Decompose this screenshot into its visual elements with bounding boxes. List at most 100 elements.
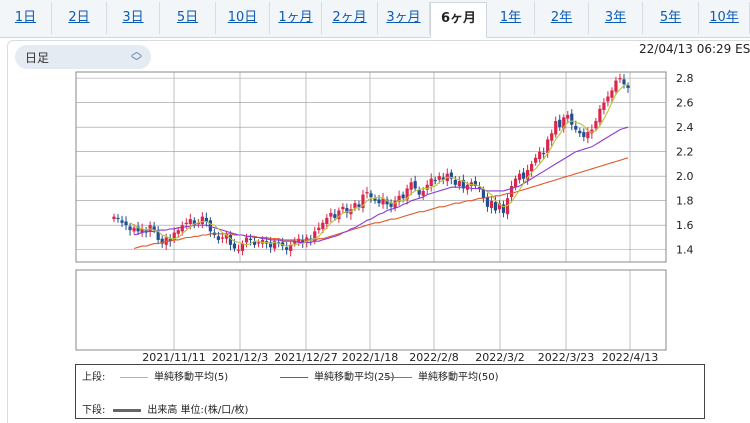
candle-body bbox=[373, 198, 377, 201]
candle-body bbox=[437, 176, 441, 180]
candle-body bbox=[501, 204, 506, 213]
x-tick-label: 2021/12/27 bbox=[274, 351, 337, 364]
legend-ma25-line bbox=[280, 376, 308, 378]
x-tick-label: 2021/11/11 bbox=[142, 351, 205, 364]
candle-body bbox=[405, 188, 409, 200]
x-tick-label: 2022/3/23 bbox=[538, 351, 594, 364]
tab-label: 10日 bbox=[227, 10, 258, 25]
legend-volume-label: 出来高 単位:(株/口/枚) bbox=[147, 405, 249, 416]
tab-11[interactable]: 3年 bbox=[589, 2, 643, 34]
candle-body bbox=[285, 247, 289, 250]
candle-body bbox=[116, 217, 120, 220]
y-tick-label: 2.6 bbox=[676, 97, 694, 110]
candle-body bbox=[413, 181, 417, 189]
tab-9[interactable]: 1年 bbox=[487, 2, 535, 34]
tab-6[interactable]: 2ヶ月 bbox=[322, 2, 378, 34]
tab-label: 3年 bbox=[604, 10, 627, 25]
legend-lower: 下段: 出来高 単位:(株/口/枚) bbox=[82, 401, 248, 416]
tab-label: 6ヶ月 bbox=[440, 11, 477, 26]
chart-panel bbox=[7, 40, 750, 423]
candle-body bbox=[473, 181, 478, 186]
candle-body bbox=[570, 113, 574, 125]
candle-body bbox=[353, 203, 357, 209]
candle-body bbox=[546, 139, 550, 153]
candle-body bbox=[417, 189, 421, 195]
legend-ma5-label: 単純移動平均(5) bbox=[154, 372, 229, 383]
candle-body bbox=[321, 222, 325, 229]
tab-0[interactable]: 1日 bbox=[0, 2, 52, 34]
candle-body bbox=[168, 238, 172, 242]
candle-body bbox=[248, 238, 253, 240]
candle-body bbox=[441, 177, 445, 180]
candle-body bbox=[140, 228, 144, 233]
tab-4[interactable]: 10日 bbox=[216, 2, 270, 34]
tab-label: 1ヶ月 bbox=[278, 10, 313, 25]
candle-body bbox=[453, 179, 457, 185]
tab-2[interactable]: 3日 bbox=[107, 2, 160, 34]
candle-body bbox=[554, 121, 558, 135]
candle-body bbox=[397, 195, 401, 202]
candle-body bbox=[574, 125, 578, 130]
candle-body bbox=[497, 203, 502, 210]
tab-label: 10年 bbox=[709, 10, 739, 25]
candle-body bbox=[381, 198, 385, 205]
tab-label: 5日 bbox=[176, 10, 199, 25]
candle-body bbox=[602, 102, 606, 110]
tab-12[interactable]: 5年 bbox=[643, 2, 699, 34]
candle-body bbox=[481, 189, 486, 199]
legend-lower-label: 下段: bbox=[82, 405, 106, 416]
x-tick-label: 2022/1/18 bbox=[342, 351, 398, 364]
tab-label: 2年 bbox=[550, 10, 573, 25]
tab-7[interactable]: 3ヶ月 bbox=[378, 2, 430, 34]
tab-8[interactable]: 6ヶ月 bbox=[430, 2, 487, 38]
candle-body bbox=[293, 241, 297, 244]
candle-body bbox=[457, 181, 461, 186]
legend-ma5: 単純移動平均(5) bbox=[114, 368, 228, 383]
candle-body bbox=[341, 206, 345, 210]
tab-label: 2ヶ月 bbox=[332, 10, 367, 25]
candle-body bbox=[393, 200, 397, 209]
candle-body bbox=[273, 241, 277, 249]
chart-legend: 上段: 単純移動平均(5) 単純移動平均(25) 単純移動平均(50) 下段: 出… bbox=[75, 364, 705, 419]
candle-body bbox=[244, 237, 249, 243]
candle-body bbox=[277, 242, 281, 244]
tab-5[interactable]: 1ヶ月 bbox=[270, 2, 322, 34]
timestamp: 22/04/13 06:29 ES bbox=[639, 42, 750, 56]
legend-ma25-label: 単純移動平均(25) bbox=[314, 372, 395, 383]
price-plot-area bbox=[75, 71, 667, 263]
candle-body bbox=[614, 80, 618, 92]
period-select-label: 日足 bbox=[25, 51, 50, 65]
candle-body bbox=[369, 193, 373, 198]
x-tick-label: 2022/3/2 bbox=[475, 351, 524, 364]
candle-body bbox=[269, 242, 273, 248]
tab-1[interactable]: 2日 bbox=[52, 2, 107, 34]
candle-body bbox=[513, 178, 518, 188]
candle-body bbox=[534, 157, 538, 163]
candle-body bbox=[566, 114, 570, 119]
ma5-line bbox=[129, 83, 629, 247]
candle-body bbox=[120, 220, 124, 223]
y-tick-label: 2.2 bbox=[676, 146, 694, 159]
candle-body bbox=[526, 170, 530, 180]
candle-body bbox=[184, 222, 188, 224]
x-tick-label: 2021/12/3 bbox=[212, 351, 268, 364]
candle-body bbox=[357, 204, 361, 207]
candle-body bbox=[224, 233, 229, 239]
candle-body bbox=[252, 241, 257, 245]
legend-ma25: 単純移動平均(25) bbox=[274, 368, 395, 383]
candle-body bbox=[196, 222, 200, 224]
candle-body bbox=[582, 132, 586, 137]
candle-body bbox=[136, 226, 140, 232]
candle-body bbox=[550, 133, 554, 141]
tab-label: 1日 bbox=[14, 10, 37, 25]
tab-10[interactable]: 2年 bbox=[535, 2, 589, 34]
candle-body bbox=[425, 184, 429, 190]
tab-3[interactable]: 5日 bbox=[160, 2, 216, 34]
candle-body bbox=[626, 85, 630, 88]
candle-body bbox=[124, 221, 128, 226]
candle-body bbox=[385, 199, 389, 205]
candle-body bbox=[228, 235, 233, 245]
period-select[interactable]: 日足 ︿ ﹀ bbox=[15, 45, 151, 69]
candle-body bbox=[289, 244, 293, 251]
